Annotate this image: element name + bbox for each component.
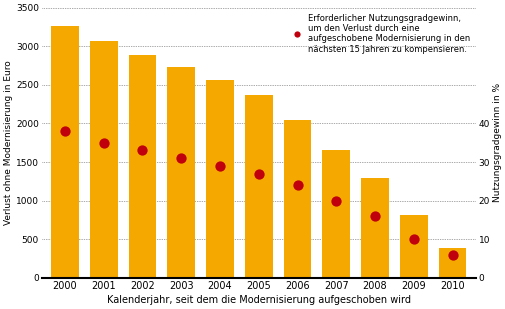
Bar [438, 248, 466, 278]
X-axis label: Kalenderjahr, seit dem die Modernisierung aufgeschoben wird: Kalenderjahr, seit dem die Modernisierun… [107, 295, 410, 305]
Point [293, 183, 301, 188]
Point [138, 148, 146, 153]
Point [409, 237, 417, 242]
Bar [283, 121, 311, 278]
Bar [51, 26, 79, 278]
Point [216, 163, 224, 168]
Bar [128, 55, 156, 278]
Point [254, 171, 262, 176]
Legend: Erforderlicher Nutzungsgradgewinn,
um den Verlust durch eine
aufgeschobene Moder: Erforderlicher Nutzungsgradgewinn, um de… [286, 12, 471, 55]
Y-axis label: Verlust ohne Modernisierung in Euro: Verlust ohne Modernisierung in Euro [4, 60, 13, 225]
Bar [206, 80, 233, 278]
Y-axis label: Nutzungsgradgewinn in %: Nutzungsgradgewinn in % [492, 83, 501, 202]
Bar [322, 150, 349, 278]
Bar [361, 178, 388, 278]
Bar [399, 214, 427, 278]
Bar [89, 41, 118, 278]
Point [447, 252, 456, 257]
Point [370, 214, 378, 218]
Point [99, 140, 108, 145]
Point [332, 198, 340, 203]
Point [61, 129, 69, 134]
Point [177, 156, 185, 161]
Bar [244, 95, 272, 278]
Bar [167, 67, 195, 278]
